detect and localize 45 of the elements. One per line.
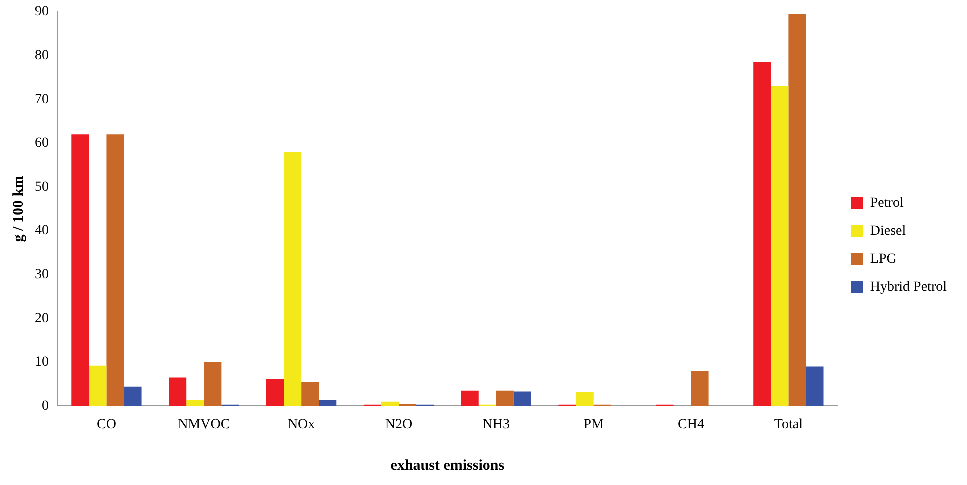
bar xyxy=(89,366,107,406)
y-tick-label: 30 xyxy=(35,267,49,282)
bar xyxy=(106,134,124,406)
y-tick-label: 60 xyxy=(35,136,49,152)
bar xyxy=(302,382,320,406)
bar xyxy=(319,400,337,406)
legend-label: Hybrid Petrol xyxy=(870,280,948,296)
bar xyxy=(266,379,284,406)
bar xyxy=(788,14,806,406)
bar xyxy=(186,400,204,406)
x-tick-label: NMVOC xyxy=(178,417,230,432)
legend-label: Petrol xyxy=(870,196,904,212)
x-tick-label: NOx xyxy=(288,417,316,432)
x-tick-label: Total xyxy=(774,417,804,432)
x-tick-label: PM xyxy=(584,417,605,432)
bar xyxy=(514,392,532,406)
x-axis-title: exhaust emissions xyxy=(390,458,505,474)
bar xyxy=(496,390,514,406)
y-tick-label: 0 xyxy=(42,398,49,414)
legend-label: Diesel xyxy=(870,224,906,240)
x-tick-label: NH3 xyxy=(482,417,510,432)
bar xyxy=(169,378,187,406)
y-tick-label: 10 xyxy=(35,355,49,370)
y-tick-label: 80 xyxy=(35,48,49,64)
bar xyxy=(284,152,302,406)
y-tick-label: 90 xyxy=(35,4,49,20)
x-tick-label: CO xyxy=(96,417,116,432)
bar xyxy=(806,366,824,406)
bar xyxy=(461,390,479,406)
bar xyxy=(754,62,772,406)
bar xyxy=(771,86,789,406)
y-tick-label: 40 xyxy=(35,224,49,239)
x-tick-label: CH4 xyxy=(678,417,704,432)
y-axis-title: g / 100 km xyxy=(10,175,27,242)
y-tick-label: 50 xyxy=(35,180,49,195)
bar xyxy=(381,402,399,406)
bar xyxy=(691,371,709,406)
bar xyxy=(72,134,90,406)
y-tick-label: 20 xyxy=(35,311,49,326)
bar xyxy=(576,392,594,406)
y-tick-label: 70 xyxy=(35,92,49,108)
legend-label: LPG xyxy=(870,252,897,268)
x-tick-label: N2O xyxy=(385,417,413,432)
bar xyxy=(124,386,142,406)
bar xyxy=(204,362,222,406)
